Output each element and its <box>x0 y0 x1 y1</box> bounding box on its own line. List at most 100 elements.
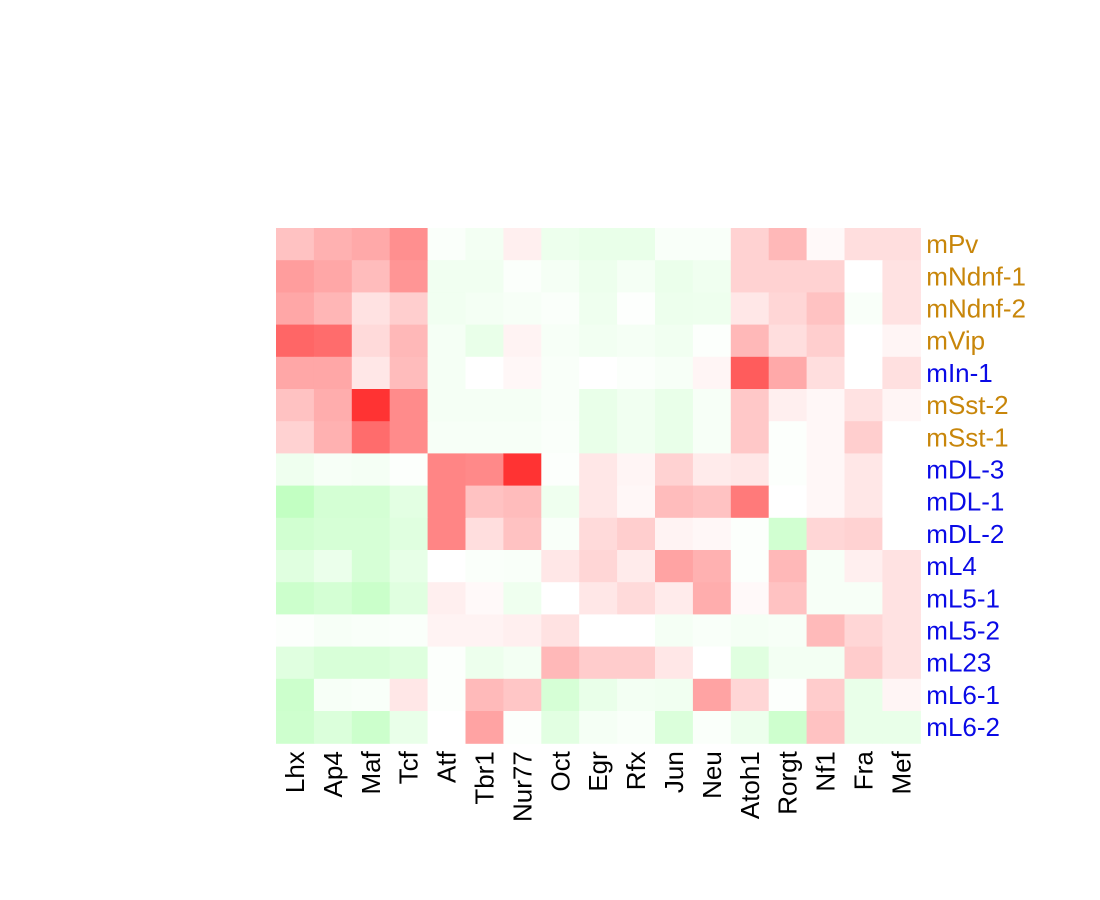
column-label-ap4: Ap4 <box>318 751 348 797</box>
row-label-mdl-2: mDL-2 <box>926 519 1004 549</box>
heatmap-cell-mDL-2-Tbr1 <box>465 517 504 551</box>
heatmap-cell-mDL-1-Rorgt <box>768 485 808 519</box>
heatmap-cell-mL6-2-Mef <box>882 711 921 744</box>
heatmap-cell-mIn-1-Lhx <box>276 356 315 390</box>
heatmap-cell-mNdnf-1-Lhx <box>276 260 315 293</box>
heatmap-cell-mNdnf-1-Atf <box>427 260 467 293</box>
heatmap-cell-mIn-1-Ap4 <box>313 356 353 390</box>
heatmap-cell-mVip-Nur77 <box>503 324 542 358</box>
heatmap-cell-mL5-2-Maf <box>351 614 391 648</box>
heatmap-cell-mNdnf-1-Jun <box>655 260 694 293</box>
heatmap-cell-mL5-1-Atoh1 <box>730 582 770 615</box>
heatmap-cell-mL6-1-Nf1 <box>806 678 846 712</box>
heatmap-cell-mIn-1-Rorgt <box>768 356 808 390</box>
heatmap-cell-mSst-1-Atoh1 <box>730 421 770 454</box>
heatmap-cell-mPv-Neu <box>692 228 732 261</box>
heatmap-cell-mNdnf-1-Nur77 <box>503 260 542 293</box>
heatmap-cell-mSst-1-Mef <box>882 421 921 454</box>
heatmap-cell-mNdnf-2-Tbr1 <box>465 292 504 326</box>
heatmap-cell-mSst-2-Lhx <box>276 389 315 422</box>
heatmap-cell-mDL-2-Atf <box>427 517 467 551</box>
heatmap-cell-mL5-2-Ap4 <box>313 614 353 648</box>
heatmap-cell-mPv-Ap4 <box>313 228 353 261</box>
heatmap-cell-mL5-1-Mef <box>882 582 921 615</box>
heatmap-cell-mL6-2-Ap4 <box>313 711 353 744</box>
heatmap-cell-mL5-1-Rfx <box>617 582 656 615</box>
heatmap-cell-mL5-1-Fra <box>844 582 883 615</box>
heatmap-cell-mPv-Tcf <box>389 228 429 261</box>
heatmap-cell-mNdnf-2-Mef <box>882 292 921 326</box>
heatmap-cell-mL5-1-Tbr1 <box>465 582 504 615</box>
heatmap-cell-mL4-Neu <box>692 550 732 583</box>
heatmap-cell-mL4-Tcf <box>389 550 429 583</box>
heatmap-cell-mSst-2-Maf <box>351 389 391 422</box>
heatmap-cell-mL23-Jun <box>655 646 694 680</box>
heatmap-cell-mVip-Jun <box>655 324 694 358</box>
heatmap-cell-mDL-1-Tbr1 <box>465 485 504 519</box>
heatmap-cell-mL4-Tbr1 <box>465 550 504 583</box>
column-label-rorgt: Rorgt <box>773 750 803 814</box>
heatmap-cell-mPv-Nf1 <box>806 228 846 261</box>
heatmap-cell-mPv-Lhx <box>276 228 315 261</box>
heatmap-cell-mPv-Rfx <box>617 228 656 261</box>
heatmap-cell-mL23-Maf <box>351 646 391 680</box>
heatmap-cell-mL4-Maf <box>351 550 391 583</box>
heatmap-cell-mIn-1-Fra <box>844 356 883 390</box>
heatmap-cell-mSst-1-Ap4 <box>313 421 353 454</box>
heatmap-cell-mNdnf-2-Maf <box>351 292 391 326</box>
heatmap-cell-mSst-2-Fra <box>844 389 883 422</box>
heatmap-cell-mDL-2-Fra <box>844 517 883 551</box>
heatmap-cell-mDL-3-Maf <box>351 453 391 487</box>
heatmap-cell-mNdnf-1-Rfx <box>617 260 656 293</box>
heatmap-cell-mL5-1-Atf <box>427 582 467 615</box>
heatmap-cell-mIn-1-Jun <box>655 356 694 390</box>
row-labels: mPvmNdnf-1mNdnf-2mVipmIn-1mSst-2mSst-1mD… <box>926 229 1026 742</box>
column-label-tbr1: Tbr1 <box>469 751 499 804</box>
heatmap-cell-mL5-2-Oct <box>541 614 580 648</box>
heatmap-cell-mIn-1-Nur77 <box>503 356 542 390</box>
heatmap-cell-mDL-3-Neu <box>692 453 732 487</box>
heatmap-cell-mDL-1-Rfx <box>617 485 656 519</box>
heatmap-cell-mDL-3-Fra <box>844 453 883 487</box>
row-label-mdl-3: mDL-3 <box>926 455 1004 485</box>
heatmap-cell-mSst-2-Mef <box>882 389 921 422</box>
heatmap-cell-mL4-Egr <box>579 550 618 583</box>
heatmap-cell-mNdnf-1-Oct <box>541 260 580 293</box>
heatmap-cell-mL6-1-Atoh1 <box>730 678 770 712</box>
heatmap-cell-mNdnf-2-Oct <box>541 292 580 326</box>
heatmap-cell-mL23-Mef <box>882 646 921 680</box>
heatmap-cell-mDL-3-Nur77 <box>503 453 542 487</box>
heatmap-cell-mPv-Nur77 <box>503 228 542 261</box>
heatmap-cell-mNdnf-2-Egr <box>579 292 618 326</box>
heatmap-cell-mSst-1-Maf <box>351 421 391 454</box>
heatmap-cell-mDL-1-Maf <box>351 485 391 519</box>
row-label-ml5-1: mL5-1 <box>926 583 1000 613</box>
heatmap-cell-mDL-2-Atoh1 <box>730 517 770 551</box>
heatmap-cell-mNdnf-2-Ap4 <box>313 292 353 326</box>
column-label-atf: Atf <box>432 750 462 783</box>
heatmap-cell-mVip-Rorgt <box>768 324 808 358</box>
heatmap-cell-mL4-Rfx <box>617 550 656 583</box>
heatmap-cell-mVip-Fra <box>844 324 883 358</box>
heatmap-cell-mL5-1-Nf1 <box>806 582 846 615</box>
heatmap-cell-mSst-2-Jun <box>655 389 694 422</box>
heatmap-cell-mNdnf-1-Mef <box>882 260 921 293</box>
heatmap-cell-mL23-Ap4 <box>313 646 353 680</box>
row-label-ml6-1: mL6-1 <box>926 680 1000 710</box>
heatmap-cell-mL5-1-Jun <box>655 582 694 615</box>
heatmap-cell-mL5-2-Nur77 <box>503 614 542 648</box>
heatmap-cell-mNdnf-2-Rorgt <box>768 292 808 326</box>
heatmap-cell-mVip-Ap4 <box>313 324 353 358</box>
heatmap-cell-mNdnf-2-Tcf <box>389 292 429 326</box>
heatmap-cell-mDL-3-Tbr1 <box>465 453 504 487</box>
heatmap-cell-mPv-Oct <box>541 228 580 261</box>
heatmap-cell-mL23-Rfx <box>617 646 656 680</box>
heatmap-cell-mL23-Fra <box>844 646 883 680</box>
heatmap-cell-mL6-2-Maf <box>351 711 391 744</box>
column-label-lhx: Lhx <box>280 751 310 793</box>
heatmap-cell-mSst-2-Egr <box>579 389 618 422</box>
heatmap-cell-mDL-2-Rorgt <box>768 517 808 551</box>
heatmap-cell-mNdnf-2-Lhx <box>276 292 315 326</box>
column-label-fra: Fra <box>848 751 878 791</box>
